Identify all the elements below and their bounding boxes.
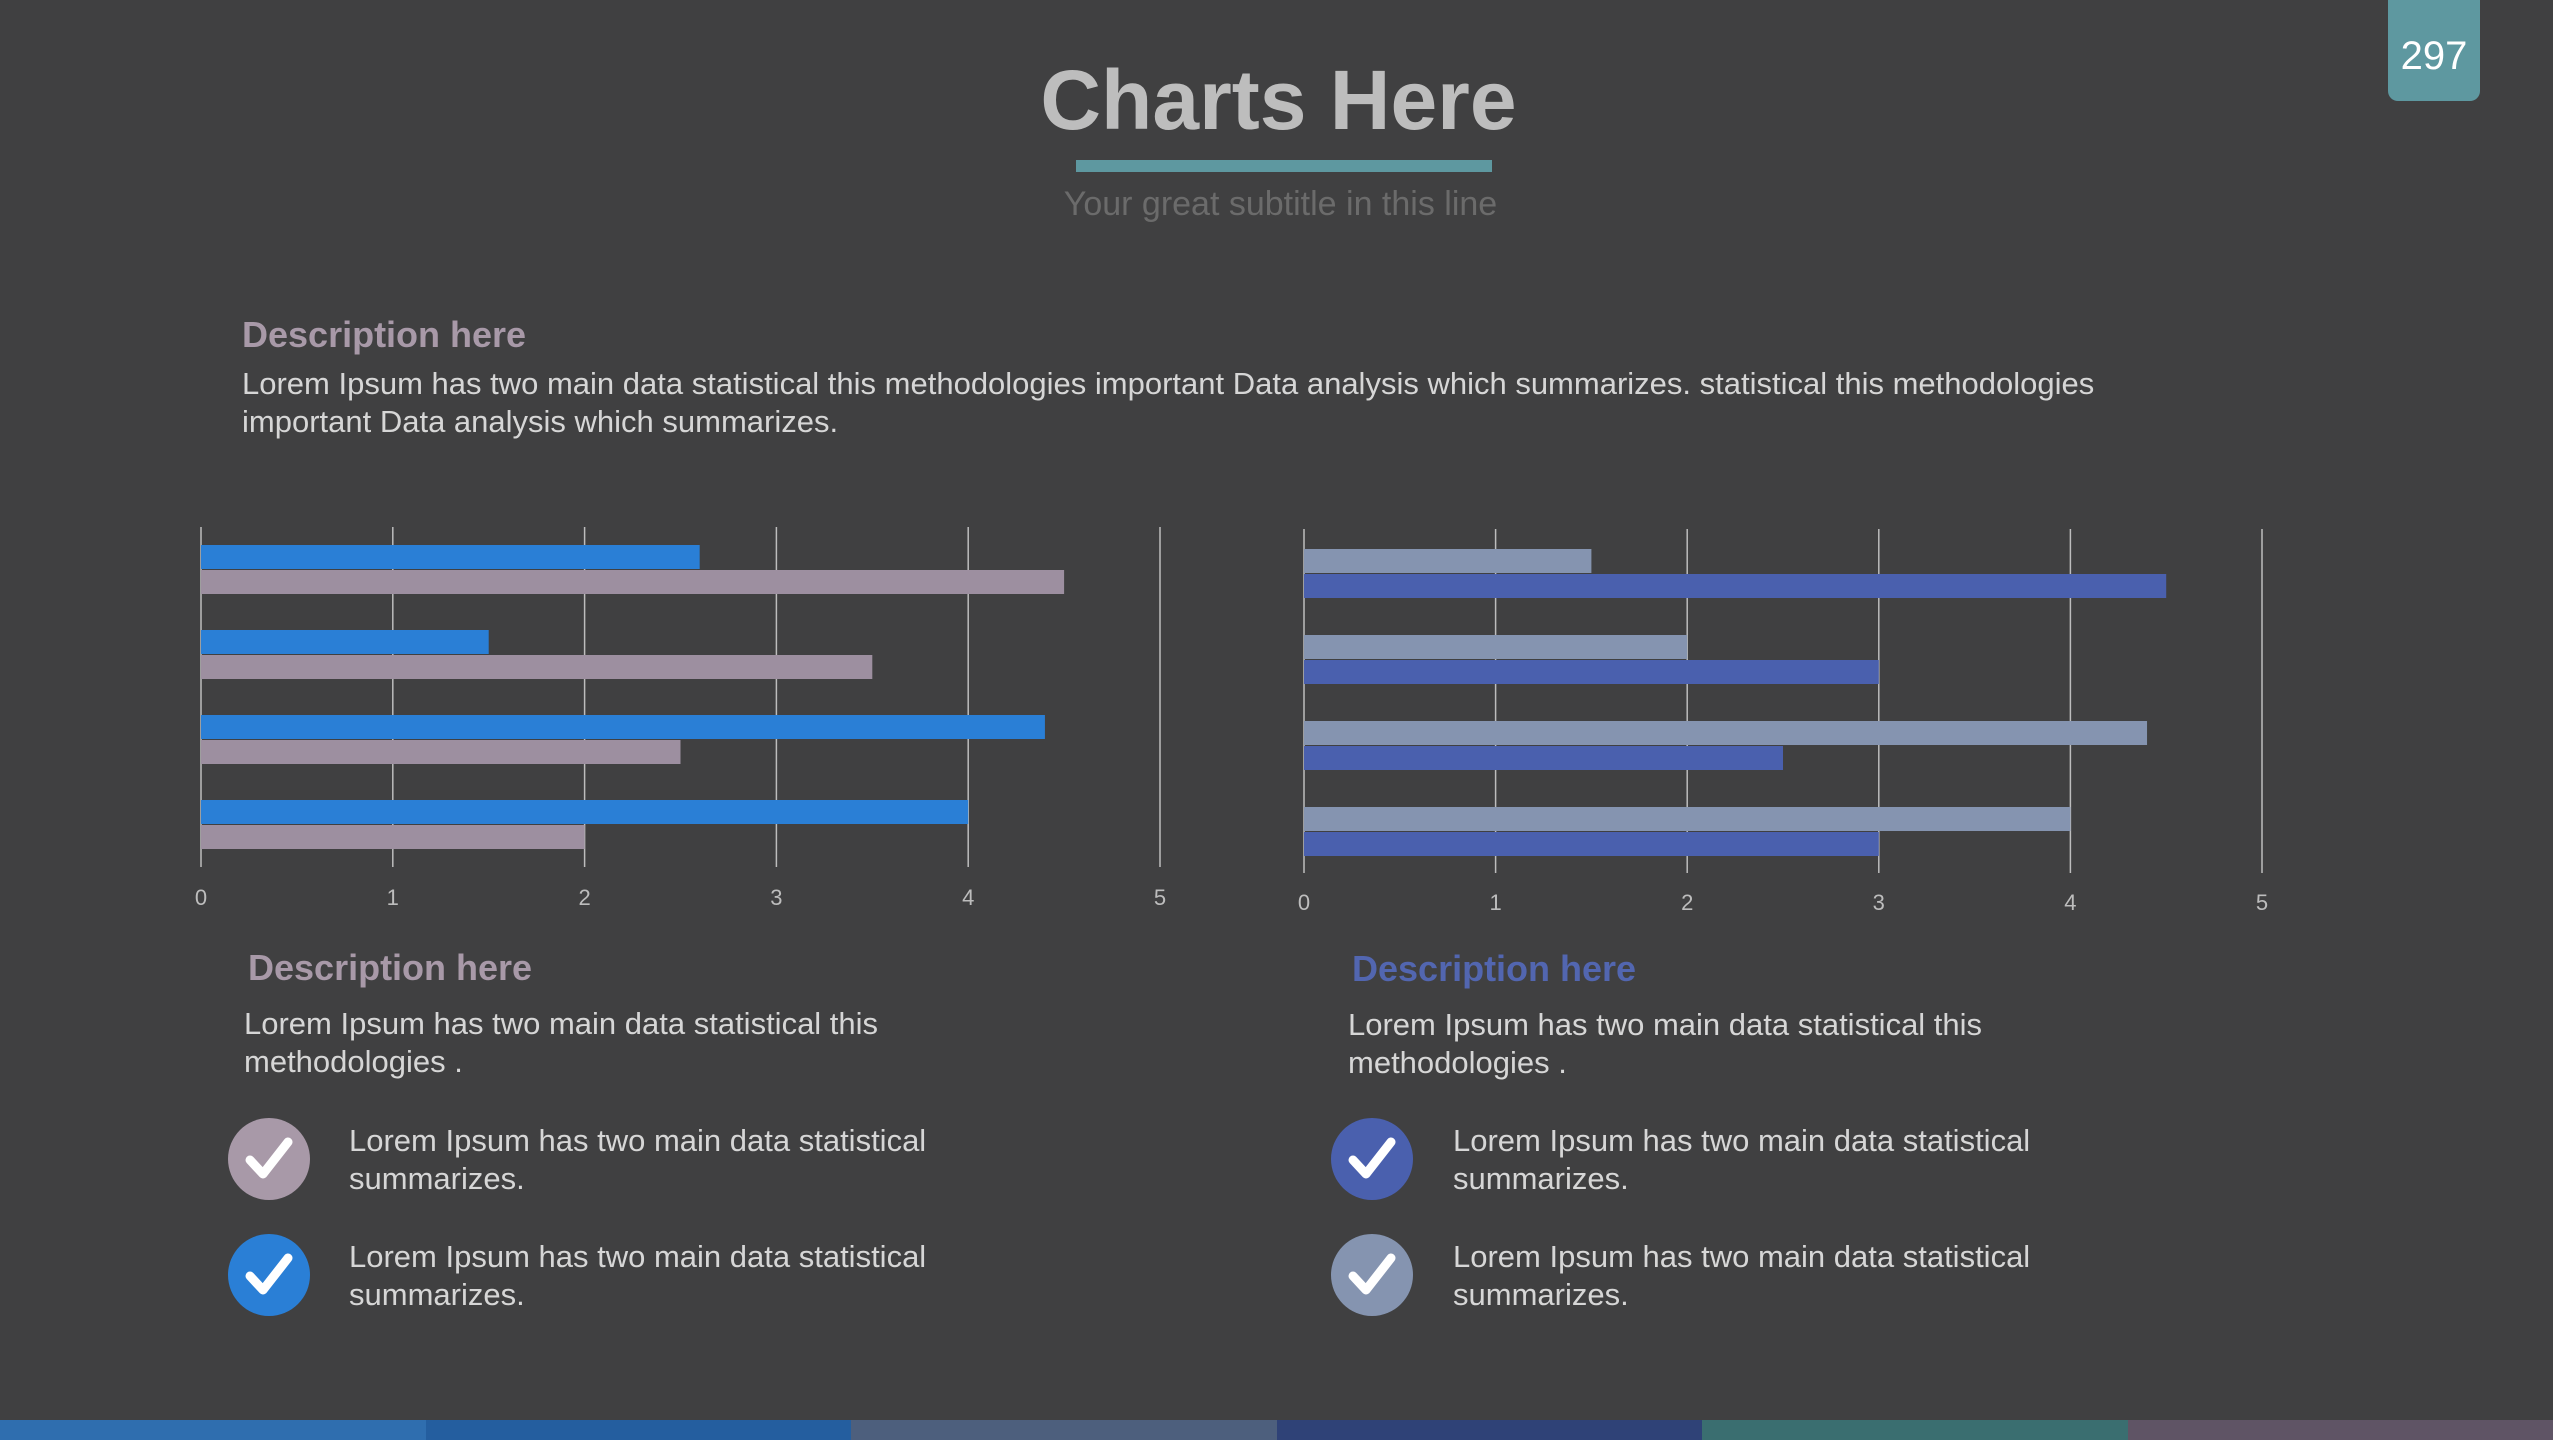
main-description-heading: Description here <box>242 314 527 355</box>
check-item-text: Lorem Ipsum has two main data statistica… <box>349 1239 927 1312</box>
bar-series-2 <box>1304 660 1879 684</box>
bar-series-1 <box>1304 721 2148 745</box>
footer-color-segment <box>425 1420 851 1440</box>
x-tick-label: 5 <box>2256 890 2268 915</box>
x-tick-label: 1 <box>1489 890 1501 915</box>
title-underline <box>1076 160 1492 172</box>
x-tick-label: 3 <box>770 885 782 910</box>
right-bar-chart: 0 1 2 3 4 5 <box>1298 529 2268 915</box>
main-description-text: Lorem Ipsum has two main data statistica… <box>242 366 2095 439</box>
x-tick-label: 5 <box>1154 885 1166 910</box>
bar-series-2 <box>1304 746 1783 770</box>
bar-series-1 <box>201 715 1045 739</box>
bar-series-1 <box>201 545 700 569</box>
bar-series-1 <box>201 800 969 824</box>
bar-series-2 <box>1304 574 2167 598</box>
footer-color-segment <box>1702 1420 2128 1440</box>
footer-color-segment <box>2127 1420 2553 1440</box>
check-item-text: Lorem Ipsum has two main data statistica… <box>1453 1123 2031 1196</box>
left-description-text: Lorem Ipsum has two main data statistica… <box>244 1006 879 1079</box>
checkmark-icon <box>1331 1234 1413 1316</box>
bar-series-2 <box>201 825 585 849</box>
page-subtitle: Your great subtitle in this line <box>1063 185 1498 223</box>
x-tick-label: 1 <box>387 885 399 910</box>
x-tick-label: 0 <box>1298 890 1310 915</box>
footer-color-segment <box>851 1420 1277 1440</box>
checkmark-icon <box>228 1118 310 1200</box>
x-tick-label: 0 <box>195 885 207 910</box>
bar-series-1 <box>1304 549 1592 573</box>
footer-color-segment <box>0 1420 426 1440</box>
bar-series-2 <box>201 740 681 764</box>
x-tick-label: 2 <box>578 885 590 910</box>
bar-series-2 <box>201 570 1065 594</box>
check-item-text: Lorem Ipsum has two main data statistica… <box>1453 1239 2031 1312</box>
x-tick-label: 3 <box>1873 890 1885 915</box>
bar-series-1 <box>201 630 489 654</box>
checkmark-icon <box>1331 1118 1413 1200</box>
bar-series-1 <box>1304 635 1688 659</box>
footer-color-bar <box>0 1420 2553 1440</box>
checkmark-icon <box>228 1234 310 1316</box>
bar-series-2 <box>1304 832 1879 856</box>
left-description-heading: Description here <box>248 947 533 988</box>
right-description-heading: Description here <box>1352 948 1637 989</box>
x-tick-label: 4 <box>962 885 974 910</box>
bar-series-2 <box>201 655 873 679</box>
x-tick-label: 4 <box>2064 890 2076 915</box>
footer-color-segment <box>1276 1420 1702 1440</box>
check-item-text: Lorem Ipsum has two main data statistica… <box>349 1123 927 1196</box>
x-tick-label: 2 <box>1681 890 1693 915</box>
right-description-text: Lorem Ipsum has two main data statistica… <box>1348 1007 1983 1080</box>
page-number-badge: 297 <box>2388 0 2480 101</box>
page-title: Charts Here <box>1040 53 1517 147</box>
left-bar-chart: 0 1 2 3 4 5 <box>195 527 1166 910</box>
bar-series-1 <box>1304 807 2071 831</box>
